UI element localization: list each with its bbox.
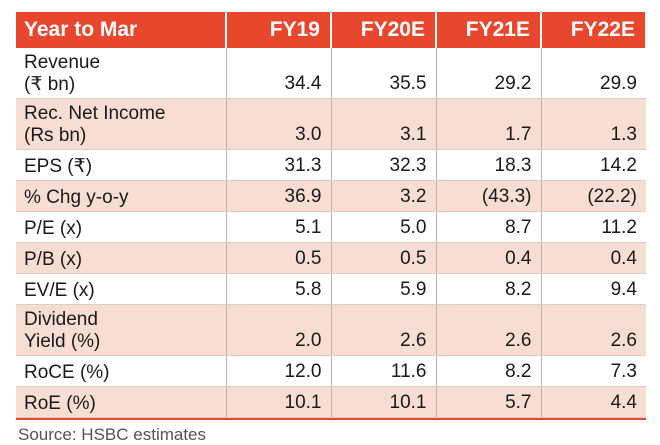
cell-fy22e: 4.4 bbox=[541, 386, 646, 418]
cell-fy22e: 14.2 bbox=[541, 149, 646, 181]
cell-fy20e: 3.2 bbox=[331, 180, 437, 212]
cell-fy20e: 35.5 bbox=[331, 48, 437, 99]
table-row: % Chg y-o-y 36.9 3.2 (43.3) (22.2) bbox=[16, 180, 646, 212]
cell-fy19: 10.1 bbox=[226, 386, 332, 418]
cell-fy22e: 9.4 bbox=[541, 273, 646, 305]
row-label: Dividend Yield (%) bbox=[16, 304, 227, 356]
cell-fy21e: 29.2 bbox=[436, 48, 542, 99]
cell-fy19: 34.4 bbox=[226, 48, 332, 99]
cell-fy20e: 3.1 bbox=[331, 98, 437, 150]
cell-fy21e: 0.4 bbox=[436, 242, 542, 274]
row-label-line: % Chg y-o-y bbox=[24, 187, 129, 208]
header-fy19: FY19 bbox=[226, 12, 332, 48]
financials-table-frame: Year to Mar FY19 FY20E FY21E FY22E Reven… bbox=[16, 12, 647, 445]
cell-fy19: 31.3 bbox=[226, 149, 332, 181]
row-label-line: RoE (%) bbox=[24, 393, 96, 414]
cell-fy22e: 11.2 bbox=[541, 211, 646, 243]
cell-fy22e: (22.2) bbox=[541, 180, 646, 212]
row-label: Revenue (₹ bn) bbox=[16, 48, 227, 99]
cell-fy21e: 18.3 bbox=[436, 149, 542, 181]
header-fy21e: FY21E bbox=[436, 12, 542, 48]
cell-fy21e: 5.7 bbox=[436, 386, 542, 418]
header-fy20e: FY20E bbox=[331, 12, 437, 48]
cell-fy22e: 2.6 bbox=[541, 304, 646, 356]
cell-fy19: 3.0 bbox=[226, 98, 332, 150]
row-label-line: (Rs bn) bbox=[24, 125, 87, 146]
row-label-line: RoCE (%) bbox=[24, 362, 110, 383]
row-label-line: P/E (x) bbox=[24, 218, 83, 239]
row-label: Rec. Net Income (Rs bn) bbox=[16, 98, 227, 150]
cell-fy22e: 0.4 bbox=[541, 242, 646, 274]
row-label: RoE (%) bbox=[16, 386, 227, 418]
row-label: EPS (₹) bbox=[16, 149, 227, 181]
table-row: Dividend Yield (%) 2.0 2.6 2.6 2.6 bbox=[16, 304, 646, 356]
row-label-line: EPS (₹) bbox=[24, 156, 93, 177]
cell-fy19: 5.1 bbox=[226, 211, 332, 243]
row-label-line: P/B (x) bbox=[24, 249, 83, 270]
cell-fy21e: 1.7 bbox=[436, 98, 542, 150]
cell-fy19: 2.0 bbox=[226, 304, 332, 356]
table-row: P/B (x) 0.5 0.5 0.4 0.4 bbox=[16, 242, 646, 274]
header-year-to-mar: Year to Mar bbox=[16, 12, 227, 48]
cell-fy20e: 5.0 bbox=[331, 211, 437, 243]
table-row: P/E (x) 5.1 5.0 8.7 11.2 bbox=[16, 211, 646, 243]
table-row: Rec. Net Income (Rs bn) 3.0 3.1 1.7 1.3 bbox=[16, 98, 646, 150]
header-fy22e: FY22E bbox=[541, 12, 647, 48]
cell-fy20e: 2.6 bbox=[331, 304, 437, 356]
row-label: EV/E (x) bbox=[16, 273, 227, 305]
cell-fy19: 5.8 bbox=[226, 273, 332, 305]
cell-fy20e: 5.9 bbox=[331, 273, 437, 305]
row-label-line: (₹ bn) bbox=[24, 74, 76, 95]
cell-fy20e: 10.1 bbox=[331, 386, 437, 418]
row-label: P/E (x) bbox=[16, 211, 227, 243]
cell-fy19: 12.0 bbox=[226, 355, 332, 387]
row-label-line: Yield (%) bbox=[24, 331, 101, 352]
cell-fy20e: 0.5 bbox=[331, 242, 437, 274]
table-row: RoCE (%) 12.0 11.6 8.2 7.3 bbox=[16, 355, 646, 387]
cell-fy21e: 8.7 bbox=[436, 211, 542, 243]
table-body: Revenue (₹ bn) 34.4 35.5 29.2 29.9 Rec. Net In… bbox=[16, 48, 646, 418]
table-row: Revenue (₹ bn) 34.4 35.5 29.2 29.9 bbox=[16, 48, 646, 99]
cell-fy19: 36.9 bbox=[226, 180, 332, 212]
row-label-line: Revenue bbox=[24, 52, 101, 73]
table-row: RoE (%) 10.1 10.1 5.7 4.4 bbox=[16, 386, 646, 418]
table-row: EV/E (x) 5.8 5.9 8.2 9.4 bbox=[16, 273, 646, 305]
row-label: % Chg y-o-y bbox=[16, 180, 227, 212]
cell-fy22e: 1.3 bbox=[541, 98, 646, 150]
table-row: EPS (₹) 31.3 32.3 18.3 14.2 bbox=[16, 149, 646, 181]
bottom-rule bbox=[16, 418, 646, 420]
cell-fy22e: 29.9 bbox=[541, 48, 646, 99]
row-label-line: EV/E (x) bbox=[24, 280, 95, 301]
cell-fy21e: 2.6 bbox=[436, 304, 542, 356]
header-row: Year to Mar FY19 FY20E FY21E FY22E bbox=[16, 12, 647, 48]
cell-fy21e: 8.2 bbox=[436, 355, 542, 387]
row-label-line: Rec. Net Income bbox=[24, 103, 166, 124]
financials-table: Year to Mar FY19 FY20E FY21E FY22E Reven… bbox=[16, 12, 647, 418]
cell-fy20e: 32.3 bbox=[331, 149, 437, 181]
row-label-line: Dividend bbox=[24, 309, 98, 330]
row-label: P/B (x) bbox=[16, 242, 227, 274]
row-label: RoCE (%) bbox=[16, 355, 227, 387]
source-note: Source: HSBC estimates bbox=[18, 425, 207, 444]
cell-fy21e: 8.2 bbox=[436, 273, 542, 305]
cell-fy22e: 7.3 bbox=[541, 355, 646, 387]
cell-fy19: 0.5 bbox=[226, 242, 332, 274]
cell-fy21e: (43.3) bbox=[436, 180, 542, 212]
cell-fy20e: 11.6 bbox=[331, 355, 437, 387]
